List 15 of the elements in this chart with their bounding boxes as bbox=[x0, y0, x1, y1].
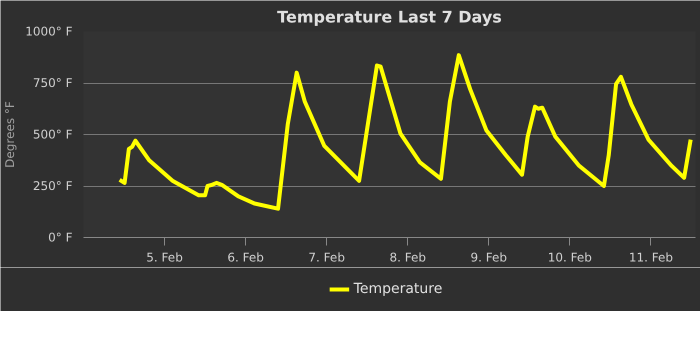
x-tick-label: 11. Feb bbox=[628, 250, 673, 264]
x-tick-label: 7. Feb bbox=[308, 250, 345, 264]
y-tick-label: 750° F bbox=[32, 76, 73, 90]
x-tick-label: 6. Feb bbox=[227, 250, 264, 264]
x-tick-label: 9. Feb bbox=[470, 250, 508, 264]
y-tick-label: 500° F bbox=[32, 128, 73, 142]
y-tick-label: 0° F bbox=[48, 230, 73, 244]
x-tick-label: 10. Feb bbox=[548, 250, 592, 264]
y-tick-label: 1000° F bbox=[25, 24, 73, 38]
legend-label: Temperature bbox=[354, 281, 442, 297]
y-axis-title: Degrees °F bbox=[3, 101, 18, 168]
y-tick-label: 250° F bbox=[32, 179, 73, 193]
chart-title: Temperature Last 7 Days bbox=[277, 8, 502, 26]
x-tick-label: 5. Feb bbox=[146, 250, 183, 264]
x-tick-label: 8. Feb bbox=[389, 250, 426, 264]
